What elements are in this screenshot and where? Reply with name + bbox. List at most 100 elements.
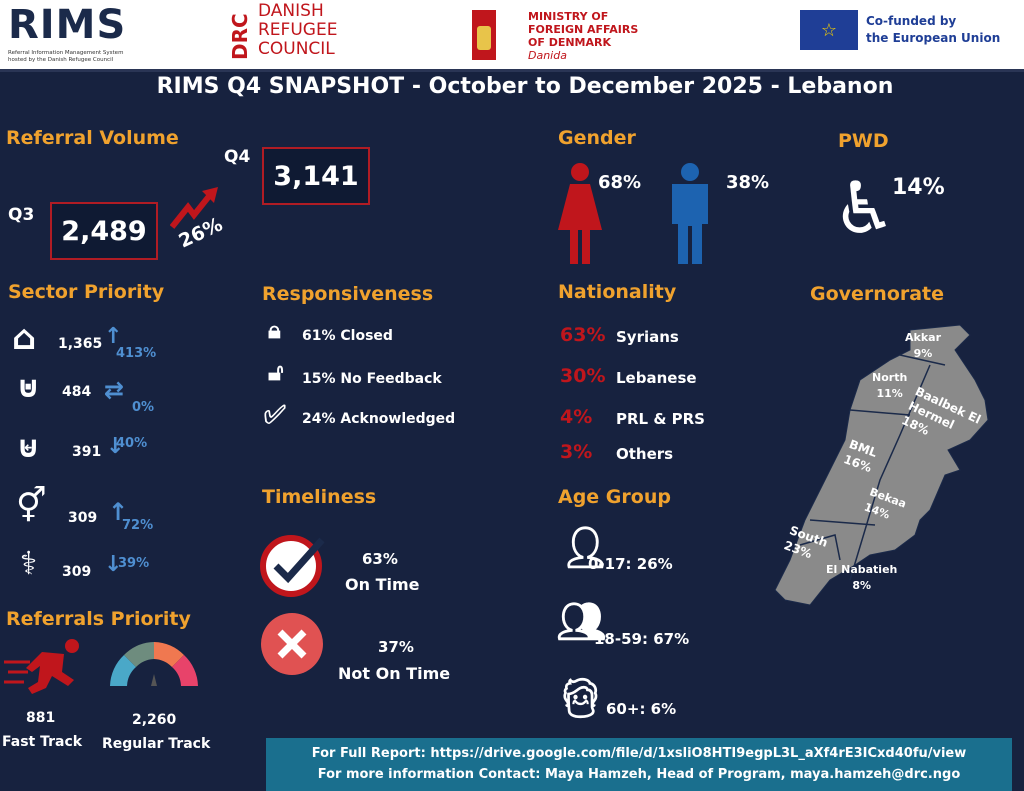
elderly-icon: 🧓︎ — [556, 676, 605, 720]
mfa-sub: Danida — [528, 49, 567, 62]
age-group-heading: Age Group — [558, 486, 671, 508]
clock-check-icon — [260, 535, 325, 597]
arrow-down-icon: ↓ — [104, 552, 123, 577]
eu-text: Co-funded by the European Union — [866, 13, 1000, 47]
contact-info: For more information Contact: Maya Hamze… — [317, 767, 961, 782]
region-pct: 9% — [913, 347, 933, 360]
page-title: RIMS Q4 SNAPSHOT - October to December 2… — [156, 74, 894, 99]
regular-track-value: 2,260 — [132, 712, 177, 728]
nationality-label: Others — [616, 445, 674, 463]
nationality-label: Syrians — [616, 328, 679, 346]
not-on-time-label: Not On Time — [338, 664, 451, 683]
child-icon: 👤︎ — [560, 525, 611, 571]
fast-track-label: Fast Track — [2, 734, 83, 750]
shelter-icon: ⌂ — [12, 318, 37, 358]
badge-check-icon: ✅︎ — [264, 400, 286, 430]
arrow-down-icon: ↓ — [106, 434, 125, 459]
female-icon — [558, 163, 602, 264]
eu-line: Co-funded by — [866, 14, 957, 28]
mfa-line: OF DENMARK — [528, 36, 611, 49]
q4-value: 3,141 — [262, 147, 370, 205]
protection-icon: ⊍ — [16, 370, 41, 405]
adults-icon: 👥︎ — [556, 599, 607, 645]
region-akkar: Akkar 9% — [905, 330, 941, 362]
sector-change: 413% — [116, 346, 157, 361]
rims-logo: RIMS — [8, 2, 127, 48]
full-report-link[interactable]: For Full Report: https://drive.google.co… — [311, 746, 967, 761]
arrows-swap-icon: ⇄ — [104, 376, 125, 404]
not-on-time-pct: 37% — [378, 638, 414, 656]
drc-logo: DANISH REFUGEE COUNCIL — [258, 2, 337, 59]
sector-value: 309 — [68, 510, 98, 526]
nationality-pct: 30% — [560, 365, 606, 387]
pwd-value: 14% — [892, 175, 945, 200]
eu-flag-icon: ☆ — [800, 10, 858, 50]
regular-track-label: Regular Track — [102, 736, 211, 752]
sector-value: 1,365 — [58, 336, 103, 352]
region-name: Akkar — [905, 331, 941, 344]
region-name: North — [872, 371, 908, 384]
nationality-heading: Nationality — [558, 281, 677, 303]
female-pct: 68% — [598, 172, 642, 193]
drc-line: DANISH — [258, 1, 324, 21]
runner-icon — [4, 639, 79, 694]
pwd-heading: PWD — [838, 130, 889, 152]
referral-volume-heading: Referral Volume — [6, 127, 179, 149]
male-pct: 38% — [726, 172, 770, 193]
lebanon-map — [774, 324, 989, 606]
sector-value: 309 — [62, 564, 92, 580]
denmark-crest-icon — [472, 10, 496, 60]
gauge-icon — [110, 642, 198, 686]
nationality-pct: 4% — [560, 406, 593, 428]
drc-line: REFUGEE — [258, 20, 338, 40]
nationality-label: PRL & PRS — [616, 410, 705, 428]
region-north: North 11% — [872, 370, 907, 402]
sector-change: 39% — [118, 556, 150, 571]
region-pct: 11% — [876, 387, 903, 400]
age-18-59: 18-59: 67% — [594, 630, 690, 648]
arrow-up-icon: ↑ — [108, 498, 129, 526]
q3-label: Q3 — [8, 205, 35, 225]
gender-icon: ⚥ — [16, 486, 47, 526]
health-icon: ⚕ — [20, 544, 38, 582]
no-feedback-stat: 15% No Feedback — [302, 371, 442, 387]
lock-open-icon: 🔓︎ — [268, 358, 284, 386]
sector-change: 40% — [116, 436, 148, 451]
timeliness-heading: Timeliness — [262, 486, 377, 508]
q3-value: 2,489 — [50, 202, 158, 260]
logo-header: RIMS Referral Information Management Sys… — [0, 0, 1024, 72]
governorate-heading: Governorate — [810, 283, 945, 305]
closed-stat: 61% Closed — [302, 328, 393, 344]
wheelchair-icon: ♿ — [832, 166, 897, 250]
eu-line: the European Union — [866, 31, 1001, 45]
mfa-logo: MINISTRY OF FOREIGN AFFAIRS OF DENMARK D… — [528, 10, 638, 62]
drc-line: COUNCIL — [258, 39, 335, 59]
sector-value: 391 — [72, 444, 102, 460]
rims-subtitle: Referral Information Management System h… — [8, 50, 124, 63]
q4-label: Q4 — [224, 147, 251, 167]
male-icon — [672, 163, 708, 264]
nationality-pct: 63% — [560, 324, 606, 346]
lock-closed-icon: 🔒︎ — [268, 316, 281, 344]
age-60-plus: 60+: 6% — [606, 700, 677, 718]
sector-change: 72% — [122, 518, 154, 533]
gender-heading: Gender — [558, 127, 636, 149]
drc-mark: DRC — [228, 13, 252, 60]
on-time-pct: 63% — [362, 550, 398, 568]
on-time-label: On Time — [345, 575, 420, 594]
sector-value: 484 — [62, 384, 92, 400]
arrow-up-icon: ↑ — [104, 324, 123, 349]
nationality-pct: 3% — [560, 441, 593, 463]
age-0-17: 0-17: 26% — [588, 555, 673, 573]
fast-track-value: 881 — [26, 710, 56, 726]
region-name: El Nabatieh — [826, 563, 898, 576]
mfa-line: MINISTRY OF — [528, 10, 609, 23]
nationality-label: Lebanese — [616, 369, 697, 387]
region-pct: 8% — [852, 579, 872, 592]
footer-banner: For Full Report: https://drive.google.co… — [266, 738, 1012, 791]
mfa-line: FOREIGN AFFAIRS — [528, 23, 639, 36]
sector-priority-heading: Sector Priority — [8, 281, 165, 303]
acknowledged-stat: 24% Acknowledged — [302, 411, 456, 427]
child-protection-icon: ⊌ — [16, 430, 41, 465]
region-el-nabatieh: El Nabatieh 8% — [826, 562, 897, 594]
